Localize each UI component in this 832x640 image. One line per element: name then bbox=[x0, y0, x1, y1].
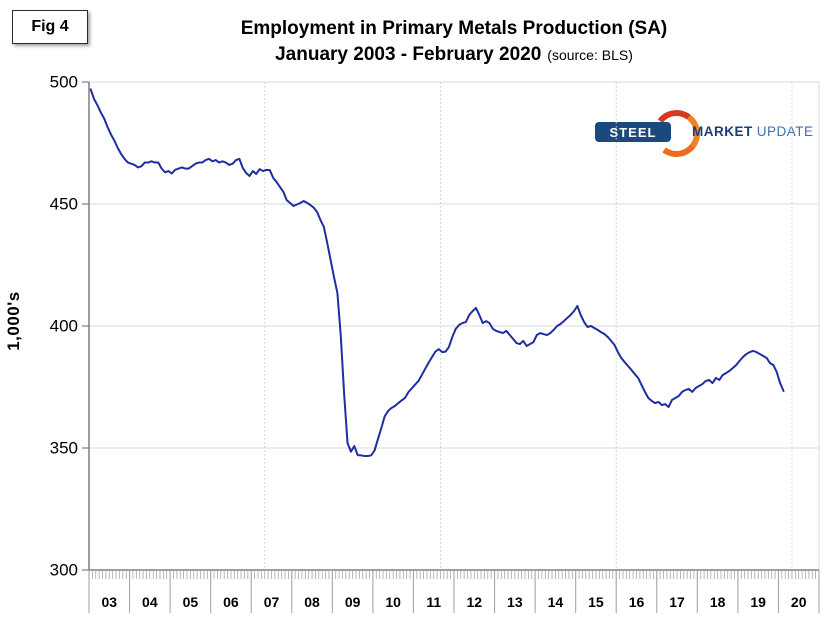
x-tick-label-06: 06 bbox=[223, 594, 239, 610]
figure-label-box: Fig 4 bbox=[12, 10, 88, 44]
logo-steel-box: STEEL bbox=[595, 122, 671, 142]
plot-area bbox=[82, 81, 820, 613]
x-tick-label-13: 13 bbox=[507, 594, 523, 610]
chart-header: Employment in Primary Metals Production … bbox=[89, 16, 819, 68]
x-tick-label-03: 03 bbox=[101, 594, 118, 610]
x-tick-label-19: 19 bbox=[750, 594, 766, 610]
logo-wordmark: MARKET UPDATE bbox=[692, 124, 814, 139]
y-tick-label-300: 300 bbox=[49, 560, 78, 580]
x-tick-label-17: 17 bbox=[669, 594, 685, 610]
y-tick-label-350: 350 bbox=[49, 438, 78, 458]
x-tick-label-15: 15 bbox=[588, 594, 604, 610]
x-tick-label-10: 10 bbox=[385, 594, 401, 610]
x-tick-label-08: 08 bbox=[304, 594, 320, 610]
logo-market-text: MARKET bbox=[692, 124, 753, 139]
chart-subtitle: January 2003 - February 2020 bbox=[275, 44, 542, 65]
x-tick-label-18: 18 bbox=[709, 594, 726, 610]
y-axis-title: 1,000's bbox=[4, 291, 23, 351]
x-tick-label-11: 11 bbox=[426, 594, 442, 610]
x-tick-label-07: 07 bbox=[263, 594, 280, 610]
x-tick-label-20: 20 bbox=[790, 594, 807, 610]
chart-title: Employment in Primary Metals Production … bbox=[240, 18, 668, 39]
steel-market-update-logo: STEEL MARKET UPDATE bbox=[592, 106, 813, 161]
logo-steel-text: STEEL bbox=[609, 124, 657, 140]
y-tick-label-400: 400 bbox=[49, 316, 78, 336]
x-tick-label-05: 05 bbox=[182, 594, 199, 610]
x-tick-label-12: 12 bbox=[466, 594, 483, 610]
x-tick-label-09: 09 bbox=[344, 594, 361, 610]
x-tick-label-16: 16 bbox=[628, 594, 645, 610]
figure-label: Fig 4 bbox=[31, 18, 69, 35]
x-tick-label-14: 14 bbox=[547, 594, 564, 610]
chart-source-note: (source: BLS) bbox=[547, 47, 633, 63]
chart-subtitle-row: January 2003 - February 2020 (source: BLS… bbox=[89, 42, 819, 68]
x-tick-label-04: 04 bbox=[142, 594, 158, 610]
employment-data-line bbox=[89, 88, 785, 458]
y-tick-label-500: 500 bbox=[49, 72, 78, 92]
logo-update-text: UPDATE bbox=[756, 124, 814, 139]
y-tick-label-450: 450 bbox=[49, 194, 78, 214]
